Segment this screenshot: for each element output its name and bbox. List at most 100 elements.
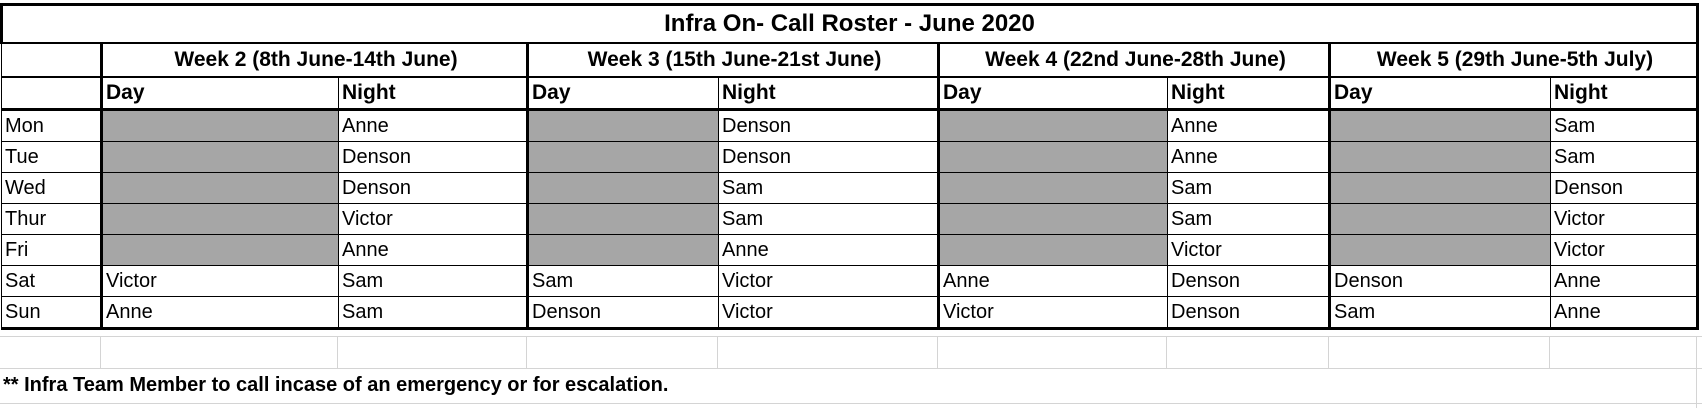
day-shift-cell[interactable] — [1328, 172, 1551, 204]
day-shift-cell[interactable] — [1328, 141, 1551, 173]
day-shift-cell[interactable] — [937, 172, 1168, 204]
roster-title[interactable]: Infra On- Call Roster - June 2020 — [0, 3, 1699, 44]
night-shift-cell[interactable]: Anne — [338, 234, 529, 266]
night-shift-cell[interactable]: Anne — [1550, 265, 1699, 297]
day-shift-cell[interactable]: Sam — [526, 265, 719, 297]
night-shift-header[interactable]: Night — [1167, 76, 1331, 111]
day-shift-cell[interactable]: Victor — [937, 296, 1168, 330]
day-shift-cell[interactable] — [937, 203, 1168, 235]
night-shift-cell[interactable]: Denson — [338, 141, 529, 173]
night-shift-cell[interactable]: Denson — [338, 172, 529, 204]
day-shift-header[interactable]: Day — [937, 76, 1168, 111]
night-shift-cell[interactable]: Victor — [338, 203, 529, 235]
day-shift-cell[interactable]: Anne — [937, 265, 1168, 297]
day-shift-cell[interactable] — [937, 141, 1168, 173]
day-shift-cell[interactable] — [100, 109, 339, 142]
week-4-header[interactable]: Week 4 (22nd June-28th June) — [937, 42, 1331, 78]
day-shift-cell[interactable] — [937, 109, 1168, 142]
day-shift-cell[interactable] — [526, 141, 719, 173]
day-shift-header[interactable]: Day — [526, 76, 719, 111]
day-shift-cell[interactable] — [526, 203, 719, 235]
day-shift-cell[interactable] — [526, 172, 719, 204]
week-5-header[interactable]: Week 5 (29th June-5th July) — [1328, 42, 1699, 78]
day-shift-cell[interactable] — [100, 203, 339, 235]
empty-subheader-cell[interactable] — [1, 76, 102, 111]
table-row: Sat Victor Sam Sam Victor Anne Denson Denson Ann… — [1, 265, 1699, 297]
day-shift-cell[interactable] — [100, 172, 339, 204]
weekday-label[interactable]: Sun — [1, 296, 102, 330]
grid-line — [1549, 336, 1550, 368]
table-row: Wed Denson Sam Sam Denson — [1, 172, 1699, 204]
night-shift-cell[interactable]: Anne — [1167, 109, 1331, 142]
day-shift-cell[interactable] — [1328, 234, 1551, 266]
day-shift-cell[interactable] — [100, 141, 339, 173]
grid-line — [1696, 336, 1697, 408]
grid-line — [100, 336, 101, 368]
night-shift-cell[interactable]: Victor — [718, 265, 940, 297]
grid-line — [0, 403, 1702, 404]
table-row: Fri Anne Anne Victor Victor — [1, 234, 1699, 266]
weekday-label[interactable]: Tue — [1, 141, 102, 173]
night-shift-cell[interactable]: Denson — [1167, 265, 1331, 297]
night-shift-cell[interactable]: Sam — [1550, 109, 1699, 142]
day-shift-header[interactable]: Day — [100, 76, 339, 111]
night-shift-cell[interactable]: Victor — [718, 296, 940, 330]
week-3-header[interactable]: Week 3 (15th June-21st June) — [526, 42, 940, 78]
day-shift-cell[interactable] — [100, 234, 339, 266]
grid-line — [0, 336, 1702, 337]
night-shift-cell[interactable]: Sam — [338, 265, 529, 297]
day-shift-cell[interactable] — [1328, 203, 1551, 235]
night-shift-header[interactable]: Night — [338, 76, 529, 111]
night-shift-cell[interactable]: Anne — [1550, 296, 1699, 330]
night-shift-cell[interactable]: Anne — [338, 109, 529, 142]
night-shift-cell[interactable]: Sam — [718, 172, 940, 204]
day-shift-cell[interactable] — [1328, 109, 1551, 142]
empty-header-cell[interactable] — [1, 42, 102, 78]
night-shift-cell[interactable]: Anne — [1167, 141, 1331, 173]
night-shift-header[interactable]: Night — [1550, 76, 1699, 111]
day-shift-cell[interactable]: Denson — [526, 296, 719, 330]
escalation-note[interactable]: ** Infra Team Member to call incase of a… — [3, 374, 669, 396]
night-shift-cell[interactable]: Victor — [1550, 203, 1699, 235]
weekday-label[interactable]: Wed — [1, 172, 102, 204]
night-shift-cell[interactable]: Sam — [718, 203, 940, 235]
night-shift-cell[interactable]: Sam — [1550, 141, 1699, 173]
night-shift-cell[interactable]: Denson — [718, 109, 940, 142]
day-shift-header[interactable]: Day — [1328, 76, 1551, 111]
table-row: Sun Anne Sam Denson Victor Victor Denson Sam Ann… — [1, 296, 1699, 330]
night-shift-cell[interactable]: Denson — [718, 141, 940, 173]
night-shift-header[interactable]: Night — [718, 76, 940, 111]
weekday-label[interactable]: Mon — [1, 109, 102, 142]
night-shift-cell[interactable]: Anne — [718, 234, 940, 266]
day-shift-cell[interactable] — [526, 234, 719, 266]
grid-line — [1328, 336, 1329, 368]
grid-line — [717, 336, 718, 368]
roster-body: Mon Anne Denson Anne Sam Tue Denson Denson Anne S… — [1, 109, 1699, 330]
night-shift-cell[interactable]: Sam — [338, 296, 529, 330]
roster-table: Infra On- Call Roster - June 2020 Week 2… — [0, 3, 1699, 330]
day-shift-cell[interactable]: Anne — [100, 296, 339, 330]
night-shift-cell[interactable]: Sam — [1167, 203, 1331, 235]
day-shift-cell[interactable]: Denson — [1328, 265, 1551, 297]
weekday-label[interactable]: Fri — [1, 234, 102, 266]
night-shift-cell[interactable]: Sam — [1167, 172, 1331, 204]
night-shift-cell[interactable]: Victor — [1167, 234, 1331, 266]
day-shift-cell[interactable] — [937, 234, 1168, 266]
week-2-header[interactable]: Week 2 (8th June-14th June) — [100, 42, 529, 78]
grid-line — [0, 368, 1702, 369]
night-shift-cell[interactable]: Denson — [1167, 296, 1331, 330]
grid-line — [937, 336, 938, 368]
day-shift-cell[interactable] — [526, 109, 719, 142]
grid-line — [1166, 336, 1167, 368]
table-row: Thur Victor Sam Sam Victor — [1, 203, 1699, 235]
night-shift-cell[interactable]: Victor — [1550, 234, 1699, 266]
night-shift-cell[interactable]: Denson — [1550, 172, 1699, 204]
day-shift-cell[interactable]: Victor — [100, 265, 339, 297]
weekday-label[interactable]: Thur — [1, 203, 102, 235]
table-row: Mon Anne Denson Anne Sam — [1, 109, 1699, 142]
table-row: Tue Denson Denson Anne Sam — [1, 141, 1699, 173]
day-shift-cell[interactable]: Sam — [1328, 296, 1551, 330]
weekday-label[interactable]: Sat — [1, 265, 102, 297]
grid-line — [337, 336, 338, 368]
